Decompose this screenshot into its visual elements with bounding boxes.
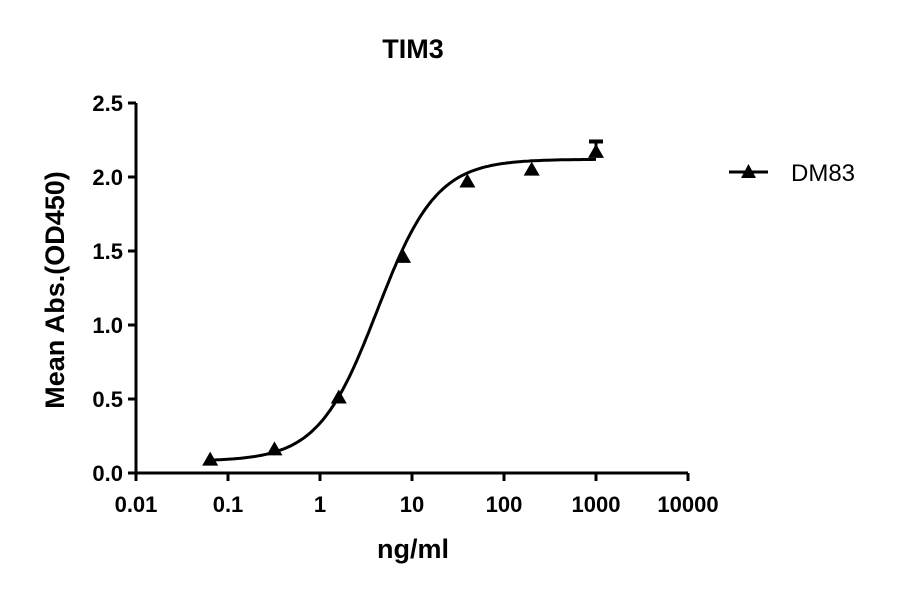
data-point-triangle-icon	[523, 161, 540, 176]
axis-lines	[134, 103, 688, 475]
axes	[134, 103, 688, 475]
data-point-triangle-icon	[330, 389, 347, 404]
y-axis-label: Mean Abs.(OD450)	[40, 171, 70, 409]
x-tick-label: 0.1	[213, 492, 244, 517]
data-point-triangle-icon	[459, 173, 476, 188]
data-point-triangle-icon	[266, 441, 283, 456]
y-tick-label: 0.5	[92, 387, 123, 412]
x-tick-label: 1	[314, 492, 326, 517]
x-tick-label: 10000	[657, 492, 718, 517]
legend-label: DM83	[791, 160, 855, 187]
chart-title: TIM3	[382, 34, 444, 64]
data-point-triangle-icon	[588, 143, 604, 158]
fit-curve	[210, 157, 596, 462]
x-tick-label: 0.01	[115, 492, 158, 517]
x-tick-label: 10	[400, 492, 424, 517]
y-tick-label: 0.0	[92, 461, 123, 486]
y-tick-label: 2.0	[92, 165, 123, 190]
x-tick-label: 1000	[572, 492, 621, 517]
legend: DM83	[729, 160, 855, 187]
x-axis-label: ng/ml	[377, 534, 449, 564]
y-tick-label: 1.5	[92, 239, 123, 264]
legend-triangle-icon	[741, 164, 756, 178]
y-tick-label: 1.0	[92, 313, 123, 338]
x-tick-label: 100	[486, 492, 523, 517]
data-points	[202, 139, 604, 466]
x-axis-ticks: 0.01 0.1 1 10 100 1000 10000	[115, 473, 719, 517]
data-point-triangle-icon	[395, 248, 412, 263]
y-axis-ticks: 0.0 0.5 1.0 1.5 2.0 2.5	[92, 91, 136, 486]
data-point-triangle-icon	[202, 451, 219, 466]
y-tick-label: 2.5	[92, 91, 123, 116]
